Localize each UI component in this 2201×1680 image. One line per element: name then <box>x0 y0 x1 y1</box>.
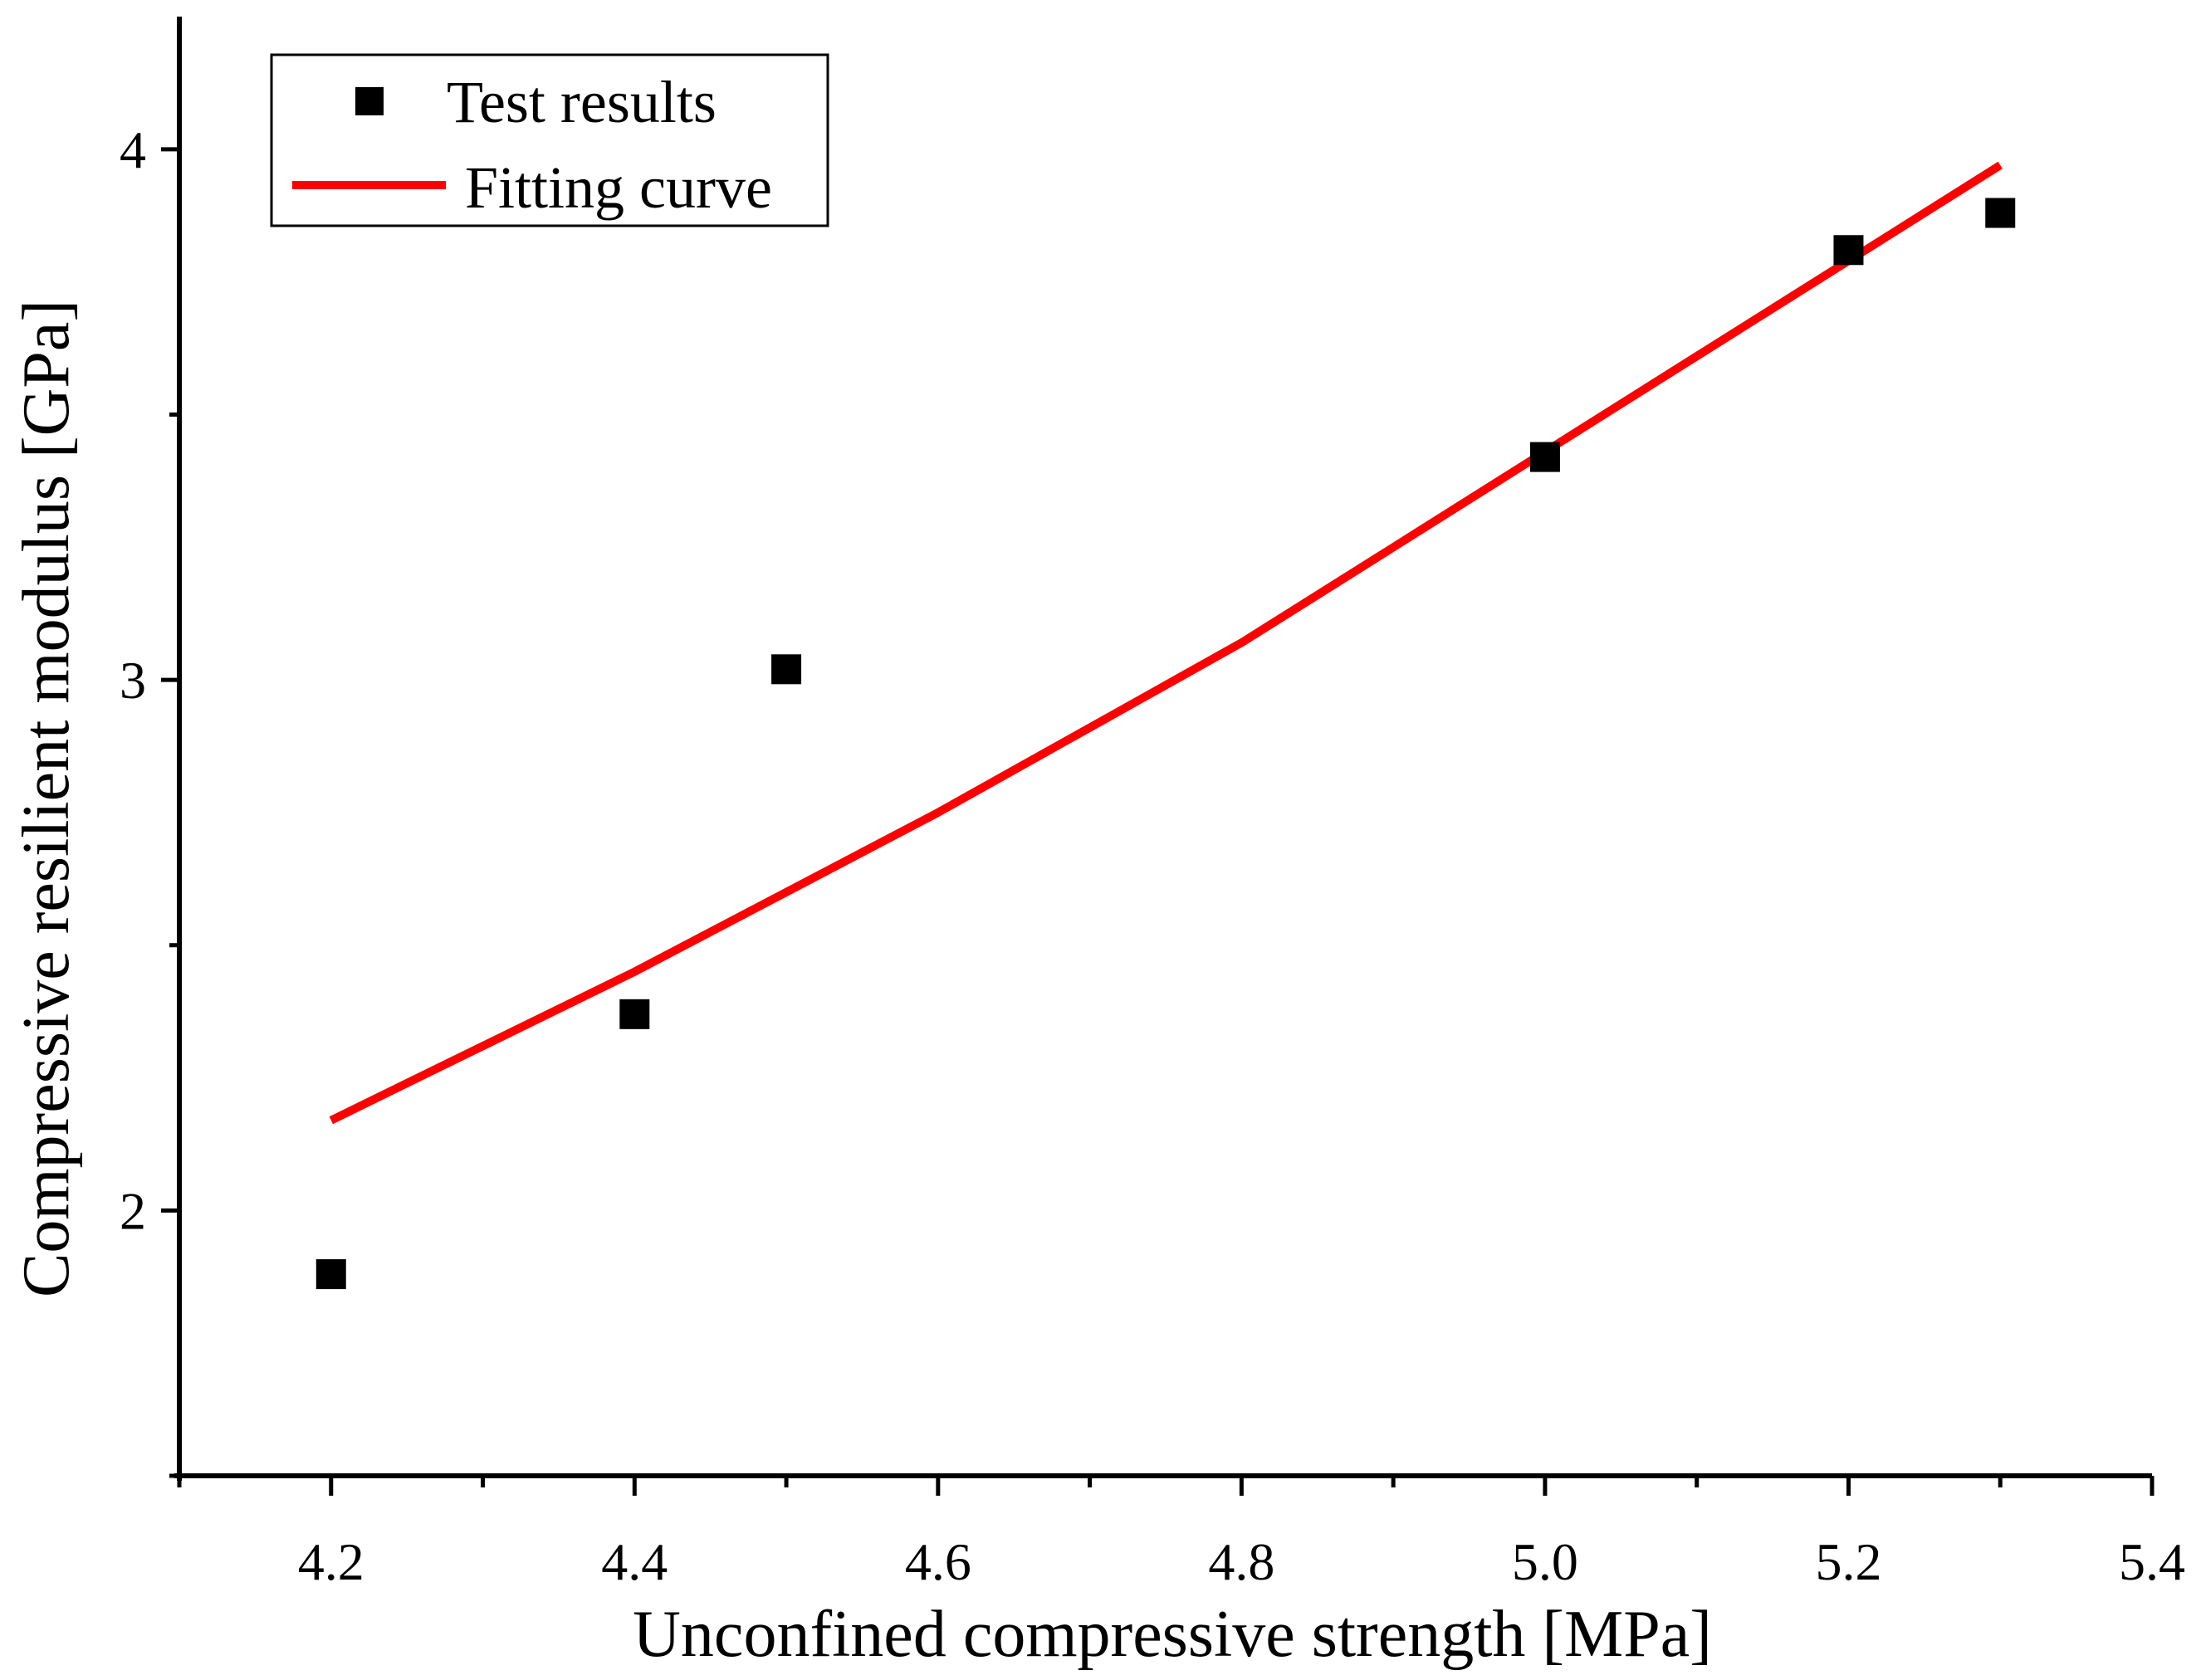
legend-label-test-results: Test results <box>447 69 717 135</box>
legend: Test results Fitting curve <box>270 53 829 227</box>
x-axis-ticks: 4.2 4.4 4.6 4.8 5.0 5.2 5.4 <box>177 1476 2185 1591</box>
plot-series <box>315 161 2016 1290</box>
y-tick-label: 3 <box>120 651 146 710</box>
x-tick-label: 4.8 <box>1208 1532 1274 1591</box>
test-result-point <box>1985 198 2016 228</box>
legend-label-fitting-curve: Fitting curve <box>465 154 772 221</box>
legend-marker-test-results <box>355 87 384 115</box>
test-result-point <box>771 654 802 685</box>
y-tick-label: 4 <box>120 120 146 179</box>
x-tick-label: 4.6 <box>905 1532 971 1591</box>
test-result-point <box>1833 235 1864 266</box>
test-result-point <box>619 999 650 1029</box>
x-tick-label: 5.0 <box>1512 1532 1578 1591</box>
axes <box>174 17 2152 1481</box>
x-tick-label: 5.4 <box>2119 1532 2185 1591</box>
x-tick-label: 4.4 <box>601 1532 668 1591</box>
legend-box <box>270 53 829 227</box>
y-axis-label: Compressive resilient modulus [GPa] <box>10 300 83 1297</box>
test-result-point <box>315 1259 346 1290</box>
y-tick-label: 2 <box>120 1181 146 1240</box>
fitting-curve-line <box>329 161 2003 1125</box>
y-axis-ticks: 2 3 4 <box>120 120 179 1478</box>
x-tick-label: 5.2 <box>1815 1532 1881 1591</box>
test-result-point <box>1529 442 1560 472</box>
x-axis-label: Unconfined compressive strength [MPa] <box>633 1598 1712 1671</box>
x-tick-label: 4.2 <box>298 1532 364 1591</box>
